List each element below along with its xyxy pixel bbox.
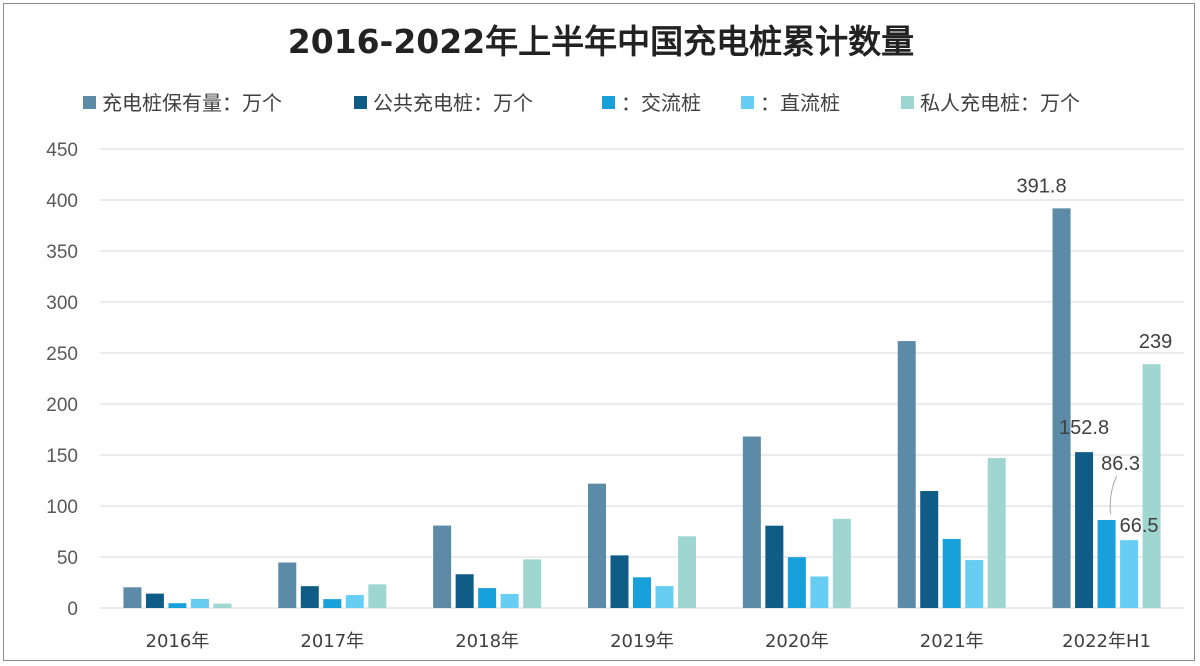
bar (455, 574, 474, 608)
gridlines (100, 148, 1184, 609)
x-category-label: 2018年 (455, 631, 519, 652)
bar (1075, 452, 1094, 608)
x-category-label: 2017年 (300, 631, 364, 652)
bar (190, 598, 209, 608)
bar-chart: 2016-2022年上半年中国充电桩累计数量 充电桩保有量：万个 公共充电桩：万个… (46, 22, 1184, 652)
bar (832, 518, 851, 608)
legend-swatch (901, 96, 914, 109)
bar (168, 603, 187, 608)
bars (123, 208, 1161, 608)
bar (145, 593, 164, 608)
legend-label: ：交流桩 (621, 91, 701, 115)
legend: 充电桩保有量：万个 公共充电桩：万个 ：交流桩 ：直流桩 私人充电桩：万个 (83, 91, 1080, 115)
bar (920, 491, 939, 608)
bar (965, 560, 984, 608)
x-category-label: 2022年H1 (1062, 631, 1151, 652)
bar (655, 586, 674, 608)
y-tick-label: 100 (46, 497, 78, 518)
chart-frame: 2016-2022年上半年中国充电桩累计数量 充电桩保有量：万个 公共充电桩：万个… (3, 3, 1195, 661)
bar (588, 483, 606, 608)
bar (323, 599, 342, 608)
data-label: 152.8 (1059, 417, 1109, 439)
y-tick-label: 0 (67, 599, 78, 620)
y-tick-label: 250 (46, 344, 78, 365)
data-label: 66.5 (1120, 515, 1159, 537)
bar (478, 588, 497, 608)
legend-label: 充电桩保有量：万个 (102, 91, 282, 115)
bar (345, 595, 364, 608)
legend-label: ：直流桩 (760, 91, 840, 115)
legend-swatch (741, 96, 754, 109)
y-tick-label: 350 (46, 242, 78, 263)
data-label: 239 (1139, 331, 1172, 353)
legend-swatch (83, 96, 96, 109)
data-label: 86.3 (1101, 453, 1140, 475)
bar (942, 538, 961, 608)
bar (633, 577, 651, 608)
bar (610, 555, 629, 608)
bar (987, 458, 1006, 608)
y-tick-label: 50 (57, 548, 78, 569)
bar (678, 536, 696, 608)
bar (787, 557, 806, 608)
legend-swatch (354, 96, 367, 109)
y-tick-label: 150 (46, 446, 78, 467)
x-axis: 2016年 2017年 2018年 2019年 2020年 2021年 2022年H1 (146, 631, 1151, 652)
bar (1052, 208, 1071, 608)
y-tick-label: 200 (46, 395, 78, 416)
bar (123, 587, 142, 608)
x-category-label: 2016年 (146, 631, 210, 652)
y-axis: 0 50 100 150 200 250 300 350 400 450 (46, 140, 78, 620)
y-tick-label: 400 (46, 191, 78, 212)
bar (300, 586, 319, 608)
legend-label: 私人充电桩：万个 (920, 91, 1080, 115)
bar (1142, 364, 1161, 608)
bar (897, 341, 916, 608)
leader-line (1109, 475, 1118, 515)
bar (368, 584, 387, 608)
y-tick-label: 450 (46, 140, 78, 161)
bar (1097, 519, 1116, 608)
chart-title: 2016-2022年上半年中国充电桩累计数量 (288, 22, 914, 61)
bar (213, 603, 232, 608)
legend-label: 公共充电桩：万个 (373, 91, 533, 115)
bar (433, 525, 452, 608)
bar (1120, 540, 1139, 608)
bar (523, 559, 542, 608)
data-label: 391.8 (1017, 175, 1067, 197)
bar (810, 576, 829, 608)
x-category-label: 2019年 (610, 631, 674, 652)
data-labels: 391.8 152.8 86.3 66.5 239 (1017, 175, 1173, 537)
x-category-label: 2020年 (765, 631, 829, 652)
bar (742, 436, 761, 608)
bar (500, 594, 519, 608)
y-tick-label: 300 (46, 293, 78, 314)
x-category-label: 2021年 (920, 631, 984, 652)
bar (278, 562, 297, 608)
legend-swatch (602, 96, 615, 109)
bar (765, 525, 784, 608)
